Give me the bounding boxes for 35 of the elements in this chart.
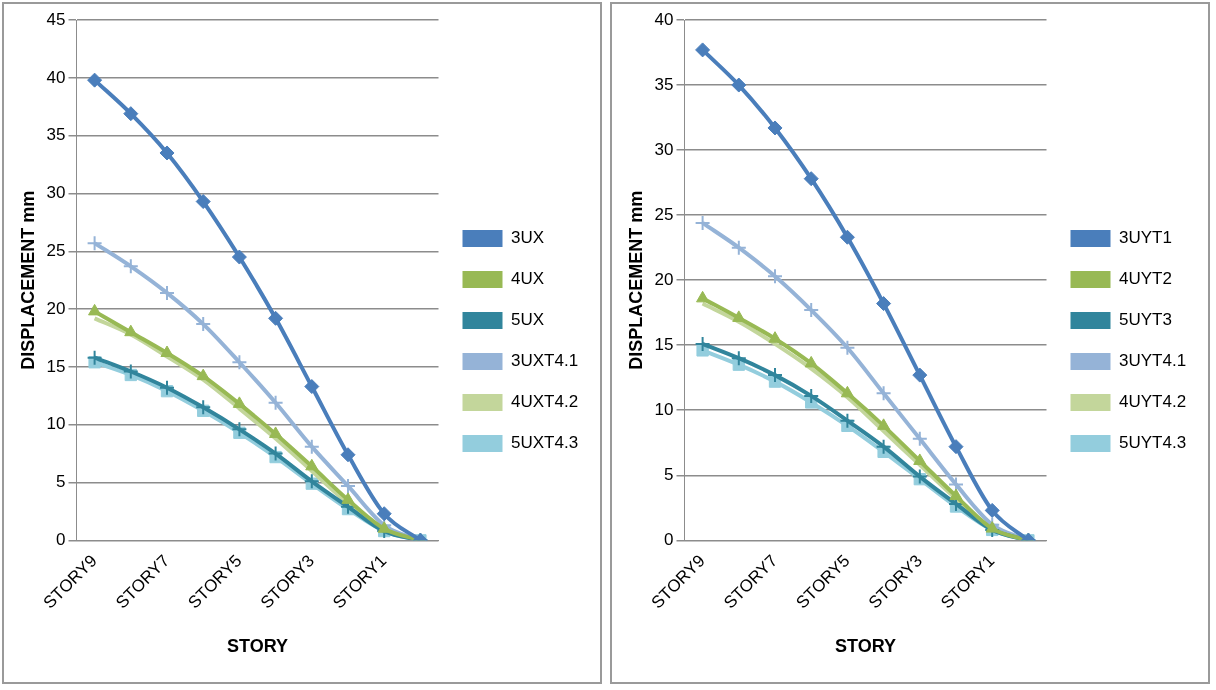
y-tick-label: 0 (664, 530, 674, 549)
legend-label: 3UXT4.1 (511, 351, 579, 371)
y-tick-label: 20 (46, 298, 66, 318)
y-tick-label: 10 (654, 399, 674, 419)
y-tick-label: 0 (56, 530, 66, 549)
y-tick-label: 25 (654, 204, 674, 224)
legend-label: 3UYT1 (1119, 228, 1172, 248)
y-tick-label: 5 (664, 464, 674, 484)
y-tick-label: 40 (46, 67, 66, 87)
y-tick-label: 45 (46, 9, 66, 29)
y-tick-label: 25 (46, 240, 66, 260)
y-tick-label: 30 (46, 183, 66, 203)
y-tick-label: 10 (46, 414, 66, 434)
y-tick-label: 35 (654, 74, 674, 94)
legend-label: 5UYT3 (1119, 310, 1172, 330)
y-tick-label: 15 (46, 356, 66, 376)
y-tick-label: 35 (46, 125, 66, 145)
legend-label: 5UYT4.3 (1119, 433, 1187, 453)
y-axis-title: DISPLACEMENT mm (625, 190, 646, 370)
legend-label: 4UXT4.2 (511, 392, 579, 412)
y-tick-label: 15 (654, 334, 674, 354)
legend-label: 4UYT2 (1119, 269, 1172, 289)
legend-label: 3UX (511, 228, 545, 248)
x-axis-title: STORY (835, 636, 897, 657)
y-tick-label: 40 (654, 9, 674, 29)
y-axis-title: DISPLACEMENT mm (17, 190, 38, 370)
x-axis-title: STORY (227, 636, 289, 657)
y-tick-label: 20 (654, 269, 674, 289)
legend-label: 3UYT4.1 (1119, 351, 1187, 371)
y-tick-label: 5 (56, 472, 66, 492)
legend-label: 4UYT4.2 (1119, 392, 1187, 412)
legend-label: 5UXT4.3 (511, 433, 579, 453)
legend-label: 5UX (511, 310, 545, 330)
y-tick-label: 30 (654, 139, 674, 159)
legend-label: 4UX (511, 269, 545, 289)
